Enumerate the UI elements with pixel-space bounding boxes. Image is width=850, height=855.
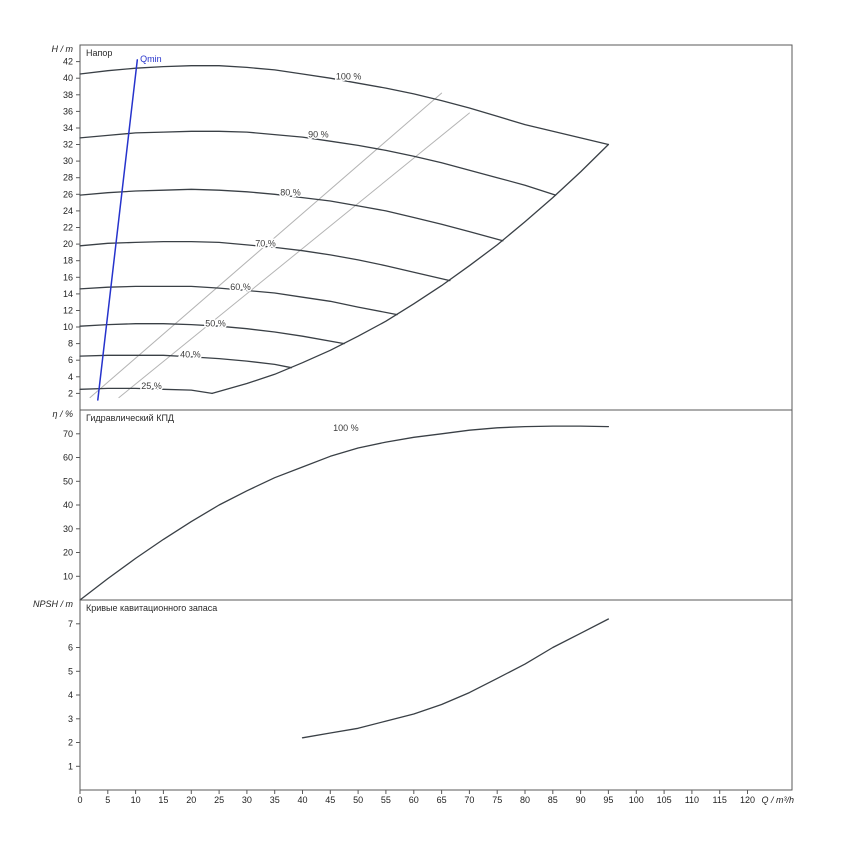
x-tick-label: 55 [381,795,391,805]
series-label-speed-40: 40 % [180,349,201,359]
y-tick-label-head: 10 [63,322,73,332]
x-tick-label: 10 [131,795,141,805]
x-tick-label: 70 [464,795,474,805]
y-tick-label-head: 36 [63,106,73,116]
series-speed-50 [79,323,345,345]
x-tick-label: 15 [158,795,168,805]
x-tick-label: 110 [685,795,699,805]
x-tick-label: 75 [492,795,502,805]
x-tick-label: 5 [105,795,110,805]
panel-border-npsh [79,599,793,791]
panel-border-efficiency [79,409,793,601]
series-label-speed-70: 70 % [255,238,276,248]
series-label-speed-90: 90 % [308,130,329,140]
y-tick-label-head: 18 [63,256,73,266]
series-label-speed-25: 25 % [141,381,162,391]
y-tick-label-npsh: 1 [68,761,73,771]
y-tick-label-head: 12 [63,306,73,316]
panel-title-npsh: Кривые кавитационного запаса [86,603,217,613]
y-tick-label-npsh: 4 [68,690,73,700]
y-tick-label-head: 42 [63,57,73,67]
series-guide-line-2 [118,112,470,399]
series-speed-25 [79,387,213,395]
series-speed-90 [79,130,557,196]
y-tick-label-head: 28 [63,173,73,183]
series-max-flow-limit [211,143,610,395]
y-tick-label-head: 24 [63,206,73,216]
x-tick-label: 50 [353,795,363,805]
y-tick-label-head: 38 [63,90,73,100]
x-tick-label: 25 [214,795,224,805]
y-tick-label-head: 40 [63,73,73,83]
y-tick-label-head: 8 [68,339,73,349]
y-tick-label-efficiency: 30 [63,524,73,534]
series-label-efficiency-100: 100 % [333,423,359,433]
x-tick-label: 35 [270,795,280,805]
x-tick-label: 30 [242,795,252,805]
series-speed-100 [79,65,610,146]
y-tick-label-head: 20 [63,239,73,249]
y-tick-label-head: 26 [63,189,73,199]
y-axis-title-npsh: NPSH / m [33,599,74,609]
series-label-speed-60: 60 % [230,282,251,292]
series-speed-40 [79,354,293,369]
y-tick-label-head: 14 [63,289,73,299]
panel-title-head: Напор [86,48,112,58]
y-tick-label-head: 32 [63,140,73,150]
x-tick-label: 65 [437,795,447,805]
y-tick-label-efficiency: 20 [63,548,73,558]
x-tick-label: 80 [520,795,530,805]
series-npsh-curve [301,618,610,739]
y-tick-label-head: 16 [63,272,73,282]
y-tick-label-npsh: 5 [68,666,73,676]
y-tick-label-head: 22 [63,223,73,233]
y-tick-label-npsh: 2 [68,738,73,748]
y-tick-label-efficiency: 60 [63,453,73,463]
x-tick-label: 95 [603,795,613,805]
series-label-speed-100: 100 % [336,72,362,82]
y-tick-label-head: 6 [68,355,73,365]
x-tick-label: 20 [186,795,196,805]
series-speed-70 [79,240,451,282]
y-tick-label-efficiency: 10 [63,571,73,581]
y-tick-label-efficiency: 70 [63,429,73,439]
x-tick-label: 120 [740,795,755,805]
x-tick-label: 40 [297,795,307,805]
series-efficiency-100 [79,425,610,601]
y-tick-label-head: 4 [68,372,73,382]
y-tick-label-head: 2 [68,388,73,398]
series-qmin-line [97,59,139,401]
series-guide-line-1 [89,92,443,399]
x-tick-label: 100 [629,795,644,805]
x-tick-label: 60 [409,795,419,805]
y-axis-title-efficiency: η / % [52,409,73,419]
series-speed-80 [79,188,504,242]
y-tick-label-head: 34 [63,123,73,133]
panel-title-efficiency: Гидравлический КПД [86,413,174,423]
x-tick-label: 90 [576,795,586,805]
x-tick-label: 85 [548,795,558,805]
y-axis-title-head: H / m [52,44,74,54]
y-tick-label-npsh: 3 [68,714,73,724]
x-axis-title: Q / m³/h [762,795,795,805]
y-tick-label-npsh: 6 [68,643,73,653]
series-label-speed-80: 80 % [280,188,301,198]
series-label-speed-50: 50 % [205,319,226,329]
x-tick-label: 115 [713,795,727,805]
y-tick-label-efficiency: 40 [63,500,73,510]
y-tick-label-npsh: 7 [68,619,73,629]
y-tick-label-efficiency: 50 [63,476,73,486]
x-tick-label: 0 [77,795,82,805]
x-tick-label: 105 [657,795,672,805]
y-tick-label-head: 30 [63,156,73,166]
x-tick-label: 45 [325,795,335,805]
series-label-qmin-line: Qmin [140,54,162,64]
series-speed-60 [79,285,398,316]
